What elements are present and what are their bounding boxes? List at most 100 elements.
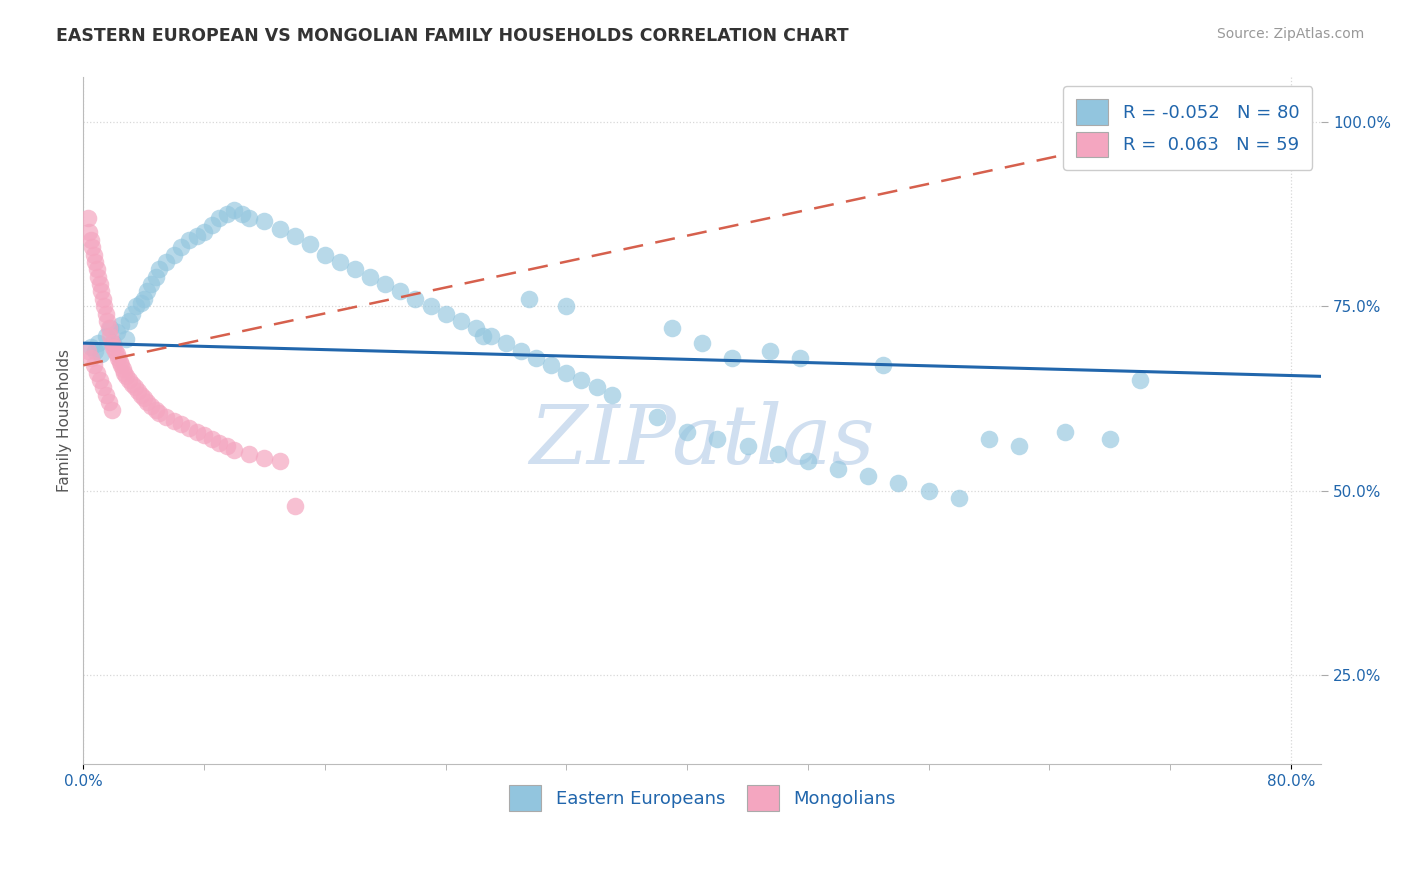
Point [540,359,562,373]
Point [91,380,114,394]
Point [121,376,143,391]
Point [472,328,495,343]
Point [155,255,177,269]
Point [94,328,117,343]
Point [83,359,105,373]
Point [359,269,381,284]
Point [215,207,238,221]
Point [84,343,107,358]
Point [269,454,291,468]
Point [464,321,486,335]
Point [117,373,139,387]
Point [148,406,170,420]
Point [114,333,136,347]
Point [129,388,152,402]
Point [344,262,367,277]
Point [329,255,352,269]
Point [141,277,163,291]
Point [177,233,200,247]
Point [89,373,111,387]
Point [1098,432,1121,446]
Point [186,229,208,244]
Point [135,285,157,299]
Point [84,255,107,269]
Point [76,343,98,358]
Point [86,262,108,277]
Point [600,388,623,402]
Point [571,373,593,387]
Point [201,432,224,446]
Point [789,351,811,365]
Point [948,491,970,505]
Point [374,277,396,291]
Point [645,409,668,424]
Point [238,211,260,225]
Point [101,336,124,351]
Point [110,359,132,373]
Point [298,236,321,251]
Point [1053,425,1076,439]
Point [100,328,122,343]
Point [101,402,124,417]
Point [111,362,134,376]
Point [208,211,231,225]
Point [87,336,110,351]
Point [193,226,215,240]
Point [89,277,111,291]
Point [155,409,177,424]
Point [103,336,125,351]
Point [132,392,155,406]
Point [76,211,98,225]
Legend: Eastern Europeans, Mongolians: Eastern Europeans, Mongolians [496,772,908,823]
Y-axis label: Family Households: Family Households [58,349,72,492]
Text: EASTERN EUROPEAN VS MONGOLIAN FAMILY HOUSEHOLDS CORRELATION CHART: EASTERN EUROPEAN VS MONGOLIAN FAMILY HOU… [56,27,849,45]
Point [96,314,118,328]
Point [858,469,880,483]
Point [125,299,148,313]
Point [108,354,131,368]
Point [419,299,441,313]
Point [163,414,186,428]
Point [495,336,517,351]
Point [104,343,127,358]
Point [224,203,246,218]
Point [177,421,200,435]
Point [127,384,149,398]
Point [766,447,789,461]
Point [105,325,128,339]
Point [404,292,426,306]
Point [135,395,157,409]
Point [253,214,276,228]
Point [759,343,782,358]
Point [269,221,291,235]
Point [721,351,744,365]
Point [872,359,894,373]
Point [83,247,105,261]
Point [676,425,699,439]
Point [90,285,112,299]
Point [555,366,578,380]
Point [797,454,820,468]
Point [145,402,167,417]
Point [887,476,910,491]
Point [450,314,472,328]
Point [107,351,129,365]
Point [201,218,224,232]
Point [97,395,120,409]
Point [90,347,112,361]
Point [80,351,103,365]
Point [86,366,108,380]
Point [129,295,152,310]
Point [827,461,849,475]
Point [389,285,412,299]
Point [100,321,122,335]
Point [112,366,135,380]
Point [479,328,502,343]
Point [117,314,139,328]
Text: Source: ZipAtlas.com: Source: ZipAtlas.com [1216,27,1364,41]
Point [1129,373,1152,387]
Point [132,292,155,306]
Point [93,299,115,313]
Point [661,321,683,335]
Point [186,425,208,439]
